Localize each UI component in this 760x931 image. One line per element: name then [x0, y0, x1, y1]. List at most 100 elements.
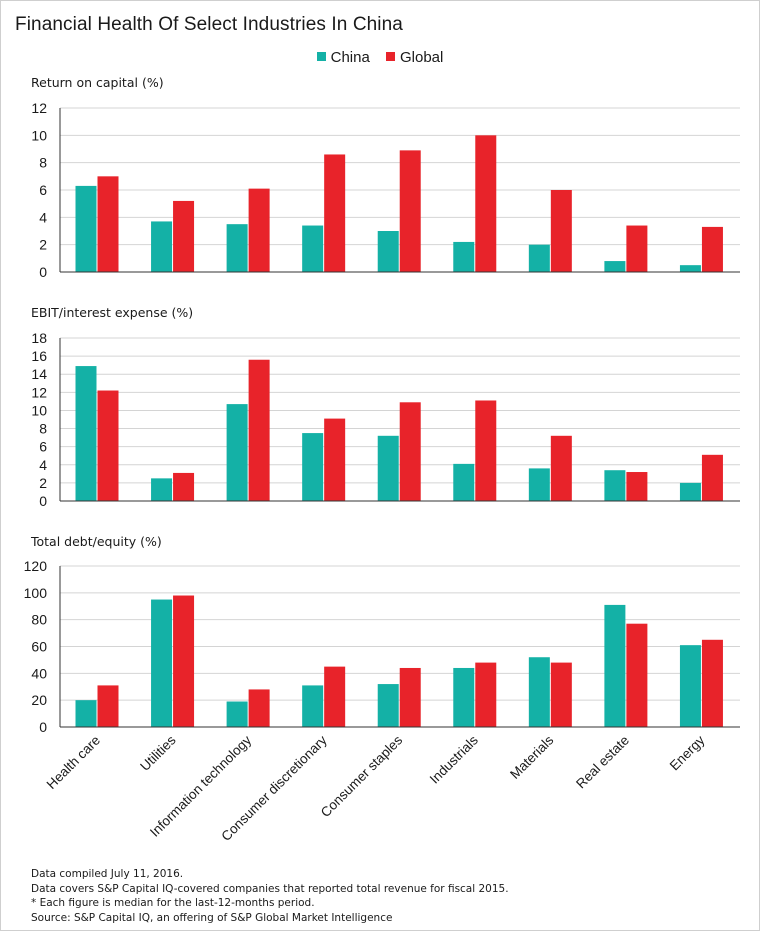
chart-title: Financial Health Of Select Industries In…	[15, 14, 403, 35]
footnotes: Data compiled July 11, 2016. Data covers…	[31, 867, 509, 925]
bar-china-real-estate	[604, 261, 626, 272]
bar-china-materials	[528, 468, 550, 501]
y-tick-label: 80	[31, 612, 47, 628]
legend-label-china: China	[330, 49, 370, 66]
bar-global-health-care	[97, 685, 119, 727]
bar-global-consumer-discretionary	[324, 154, 346, 272]
panel-ebit-interest-expense: EBIT/interest expense (%) 0 2 4 6 8 10 12 14 16 18	[31, 305, 740, 509]
bar-china-consumer-staples	[377, 684, 399, 727]
bar-global-real-estate	[626, 472, 648, 501]
bar-global-materials	[550, 662, 572, 727]
legend-swatch-global	[386, 52, 395, 61]
bar-global-industrials	[475, 400, 497, 501]
bar-china-energy	[679, 645, 701, 727]
bar-china-consumer-staples	[377, 231, 399, 272]
bar-global-consumer-discretionary	[324, 418, 346, 501]
bar-china-utilities	[151, 599, 173, 727]
y-tick-label: 2	[39, 237, 47, 253]
panel-title: Total debt/equity (%)	[30, 534, 162, 549]
bar-global-consumer-staples	[399, 150, 421, 272]
bar-global-information-technology	[248, 188, 270, 272]
bar-china-utilities	[151, 221, 173, 272]
bar-china-health-care	[75, 700, 97, 727]
bar-china-health-care	[75, 185, 97, 272]
y-tick-label: 12	[31, 384, 47, 400]
bar-china-energy	[679, 482, 701, 501]
x-tick-label-real-estate: Real estate	[573, 733, 632, 792]
bar-china-materials	[528, 657, 550, 727]
y-tick-label: 4	[39, 457, 47, 473]
bar-global-industrials	[475, 135, 497, 272]
bar-china-real-estate	[604, 604, 626, 727]
y-tick-label: 120	[24, 558, 48, 574]
bar-china-real-estate	[604, 470, 626, 501]
bar-china-information-technology	[226, 224, 248, 272]
y-tick-label: 16	[31, 348, 47, 364]
bar-china-energy	[679, 265, 701, 272]
bar-global-real-estate	[626, 623, 648, 727]
bar-global-materials	[550, 435, 572, 501]
bar-global-information-technology	[248, 359, 270, 501]
y-tick-label: 6	[39, 439, 47, 455]
y-tick-label: 10	[31, 127, 47, 143]
panel-return-on-capital: Return on capital (%) 0 2 4 6 8 10 12	[31, 75, 740, 280]
bar-global-real-estate	[626, 225, 648, 272]
x-tick-label-consumer-staples: Consumer staples	[318, 732, 406, 820]
bar-china-information-technology	[226, 404, 248, 501]
y-tick-label: 40	[31, 665, 47, 681]
legend-item-china: China	[316, 49, 370, 66]
panel-total-debt-equity: Total debt/equity (%) 0 20 40 60 80 100 120 Heal…	[24, 534, 740, 844]
bar-global-utilities	[173, 595, 195, 727]
bar-china-consumer-staples	[377, 435, 399, 501]
panel-title: Return on capital (%)	[31, 75, 164, 90]
y-tick-label: 4	[39, 209, 47, 225]
x-tick-label-materials: Materials	[507, 732, 557, 782]
bar-global-consumer-staples	[399, 402, 421, 501]
footnote-median: * Each figure is median for the last-12-…	[31, 897, 315, 909]
bar-china-utilities	[151, 478, 173, 501]
bar-china-health-care	[75, 366, 97, 501]
bar-global-health-care	[97, 176, 119, 272]
footnote-coverage: Data covers S&P Capital IQ-covered compa…	[31, 882, 509, 895]
x-tick-label-industrials: Industrials	[427, 732, 481, 786]
bar-china-industrials	[453, 241, 475, 272]
panel-title: EBIT/interest expense (%)	[31, 305, 193, 320]
y-tick-label: 8	[39, 421, 47, 437]
y-tick-label: 8	[39, 155, 47, 171]
y-tick-label: 60	[31, 639, 47, 655]
bar-global-industrials	[475, 662, 497, 727]
x-tick-label-utilities: Utilities	[137, 732, 179, 774]
y-tick-label: 100	[24, 585, 48, 601]
y-tick-label: 12	[31, 100, 47, 116]
legend-item-global: Global	[386, 49, 443, 66]
bar-global-energy	[701, 454, 723, 501]
y-tick-label: 2	[39, 475, 47, 491]
footnote-compiled: Data compiled July 11, 2016.	[31, 868, 184, 880]
bar-global-consumer-discretionary	[324, 666, 346, 727]
bar-china-industrials	[453, 463, 475, 501]
x-tick-label-energy: Energy	[667, 732, 708, 773]
bar-china-consumer-discretionary	[302, 685, 324, 727]
bar-china-materials	[528, 244, 550, 272]
legend-swatch-china	[316, 52, 326, 61]
y-tick-label: 0	[39, 264, 47, 280]
x-tick-label-health-care: Health care	[44, 733, 103, 792]
bar-global-health-care	[97, 390, 119, 501]
bar-global-materials	[550, 190, 572, 272]
legend: China Global	[0, 49, 760, 66]
y-tick-label: 6	[39, 182, 47, 198]
bar-global-consumer-staples	[399, 667, 421, 727]
y-tick-label: 0	[39, 493, 47, 509]
bar-china-industrials	[453, 667, 475, 727]
bar-global-energy	[701, 226, 723, 272]
footnote-source: Source: S&P Capital IQ, an offering of S…	[31, 911, 393, 924]
y-tick-label: 0	[39, 719, 47, 735]
y-tick-label: 10	[31, 402, 47, 418]
bar-global-information-technology	[248, 689, 270, 727]
legend-label-global: Global	[400, 49, 444, 66]
bar-global-energy	[701, 639, 723, 727]
bar-china-information-technology	[226, 701, 248, 727]
bar-china-consumer-discretionary	[302, 433, 324, 501]
y-tick-label: 14	[31, 366, 47, 382]
